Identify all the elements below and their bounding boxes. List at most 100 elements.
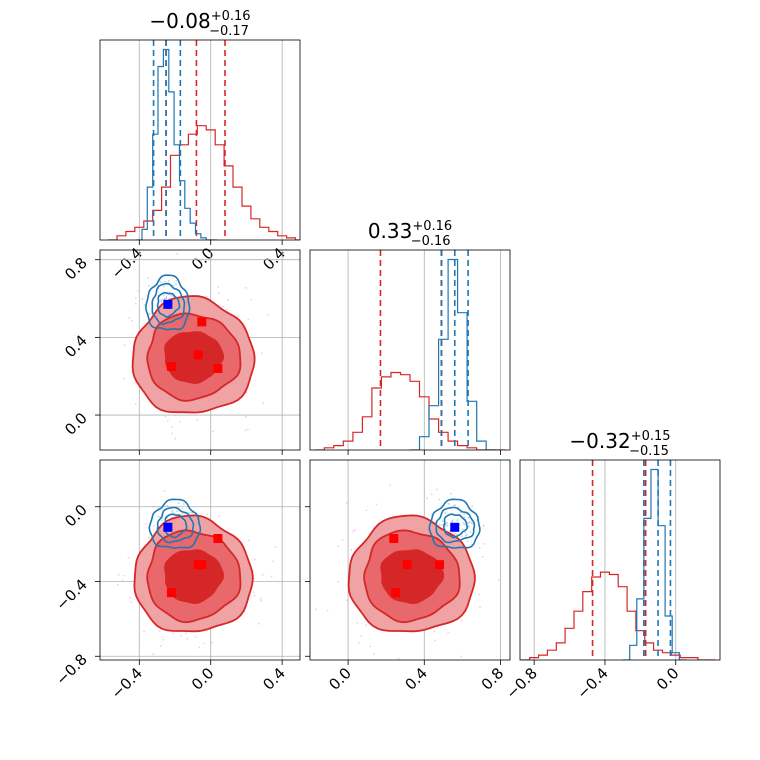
sample-point xyxy=(167,280,170,282)
sample-point xyxy=(171,509,174,512)
sample-point xyxy=(143,304,146,307)
sample-point xyxy=(164,415,167,418)
red-marker xyxy=(213,363,223,373)
sample-point xyxy=(141,298,144,300)
y-tick-label: −0.4 xyxy=(52,576,90,614)
sample-point xyxy=(471,505,474,508)
sample-point xyxy=(163,280,166,283)
sample-point xyxy=(218,515,221,518)
sample-point xyxy=(160,281,163,284)
sample-point xyxy=(360,635,363,638)
sample-point xyxy=(440,524,443,527)
sample-point xyxy=(123,344,126,346)
x-tick-label: 0.4 xyxy=(259,244,289,274)
sample-point xyxy=(435,488,438,491)
panel-2d-param-1-vs-param-3: −0.4 0.0 0.4 −0.8 −0.4 0.0 xyxy=(52,459,301,703)
sample-point xyxy=(163,285,166,288)
blue-contour-line xyxy=(435,506,476,544)
plot-area xyxy=(315,460,501,660)
x-tick-label: −0.8 xyxy=(502,664,540,702)
sample-point xyxy=(162,638,165,641)
sample-point xyxy=(438,523,441,526)
sample-point xyxy=(170,294,173,297)
blue-contour-line xyxy=(428,498,481,549)
sample-point xyxy=(172,632,174,635)
histogram-blue xyxy=(136,48,217,240)
sample-point xyxy=(121,579,124,582)
sample-point xyxy=(447,502,450,505)
blue-contour-line xyxy=(145,274,191,331)
sample-point xyxy=(463,513,465,515)
sample-point xyxy=(430,493,433,496)
sample-point xyxy=(450,492,452,495)
sample-point xyxy=(259,597,262,600)
sample-point xyxy=(337,545,340,548)
sample-point xyxy=(178,420,181,423)
x-tick-label: −0.4 xyxy=(573,664,611,702)
sample-point xyxy=(175,510,178,513)
plot-area xyxy=(100,460,300,672)
sample-point xyxy=(466,540,469,543)
panel-title: 0.33+0.16 −0.16 xyxy=(368,219,452,249)
sample-point xyxy=(176,253,178,255)
sample-point xyxy=(254,558,257,561)
sample-point xyxy=(315,608,318,611)
sample-point xyxy=(172,511,174,514)
sample-point xyxy=(129,265,132,268)
sample-point xyxy=(160,299,163,302)
sample-point xyxy=(462,522,465,525)
sample-point xyxy=(262,402,265,405)
panel-frame xyxy=(99,459,301,661)
sample-point xyxy=(165,296,168,298)
sample-point xyxy=(211,641,214,644)
sample-point xyxy=(160,301,163,304)
sample-point xyxy=(217,292,220,295)
sample-point xyxy=(158,630,161,633)
sample-point xyxy=(148,536,150,539)
sample-point xyxy=(460,655,463,658)
sample-point xyxy=(358,642,360,644)
sample-point xyxy=(163,490,166,493)
y-tick-label: 0.8 xyxy=(61,254,91,284)
sample-point xyxy=(143,630,145,633)
sample-point xyxy=(191,511,194,514)
sample-point xyxy=(175,279,178,282)
sample-point xyxy=(247,539,250,542)
blue-contour-line xyxy=(156,291,181,318)
sample-point xyxy=(161,519,163,522)
sample-point xyxy=(117,573,120,576)
sample-point xyxy=(181,512,184,515)
red-contour-fill xyxy=(165,550,224,604)
histogram-blue xyxy=(410,258,496,450)
sample-point xyxy=(162,294,165,296)
sample-point xyxy=(186,637,189,640)
sample-point xyxy=(346,599,348,602)
sample-point xyxy=(175,414,178,417)
y-tick-label: 0.0 xyxy=(61,409,91,439)
sample-point xyxy=(179,634,182,637)
sample-point xyxy=(225,308,228,311)
sample-point xyxy=(198,646,201,649)
sample-point xyxy=(257,622,260,625)
sample-point xyxy=(205,295,208,298)
plot-area xyxy=(314,250,506,450)
sample-point xyxy=(192,670,194,672)
sample-point xyxy=(461,528,464,531)
sample-point xyxy=(227,298,229,301)
sample-point xyxy=(131,319,133,322)
sample-point xyxy=(345,502,348,504)
panel-frame xyxy=(309,459,511,661)
sample-point xyxy=(245,415,247,418)
sample-point xyxy=(451,519,454,522)
histogram-red xyxy=(314,371,506,450)
sample-point xyxy=(466,533,469,536)
blue-marker xyxy=(163,299,173,309)
histogram-blue xyxy=(622,468,687,660)
sample-point xyxy=(194,636,197,639)
panel-title: −0.08+0.16 −0.17 xyxy=(149,9,250,39)
sample-point xyxy=(174,437,177,440)
red-marker xyxy=(166,362,176,372)
sample-point xyxy=(261,573,264,576)
sample-point xyxy=(253,594,256,597)
panel-1d-param-3: −0.32+0.15 −0.15 −0.8 −0.4 0.0 xyxy=(502,429,721,703)
